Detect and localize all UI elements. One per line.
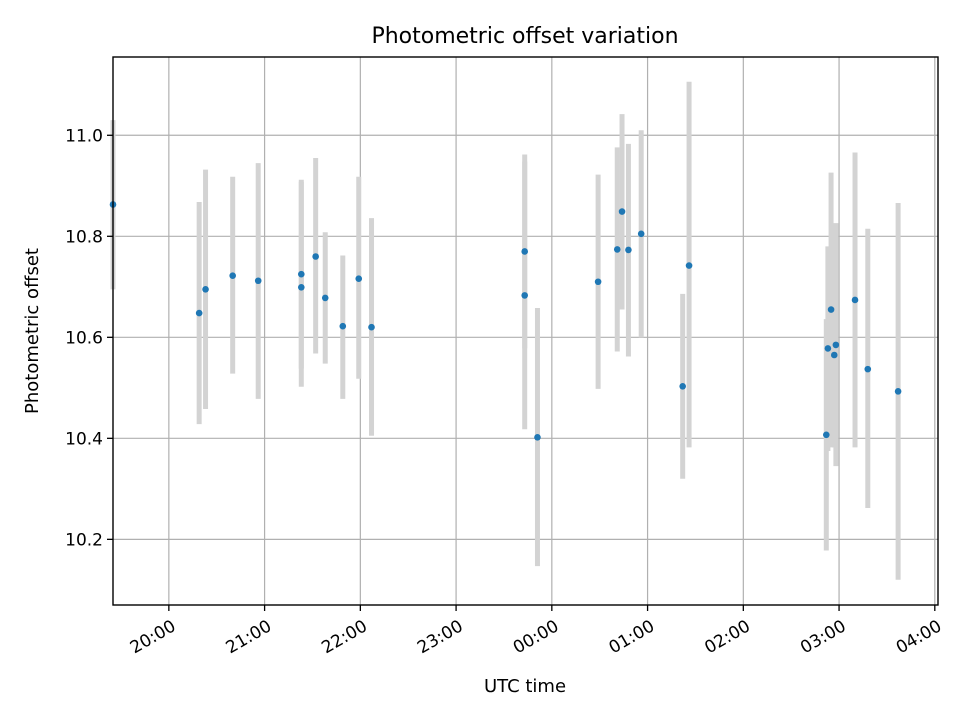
x-tick-label: 03:00 <box>797 616 849 658</box>
x-tick-label: 04:00 <box>893 616 945 658</box>
data-point <box>625 246 632 254</box>
data-point <box>521 248 529 255</box>
x-tick-label: 21:00 <box>223 616 275 658</box>
data-point <box>613 246 621 253</box>
plot-frame <box>112 56 939 606</box>
data-point <box>312 253 319 260</box>
data-point <box>894 388 902 395</box>
data-point <box>195 309 203 317</box>
data-point <box>321 294 329 302</box>
chart-title: Photometric offset variation <box>371 24 678 49</box>
data-point <box>637 230 645 238</box>
data-point <box>864 365 872 373</box>
data-point <box>202 286 209 293</box>
x-tick-label: 20:00 <box>127 616 179 658</box>
data-point <box>851 296 859 304</box>
data-point <box>297 270 305 278</box>
x-axis-label: UTC time <box>484 676 566 697</box>
y-tick-label: 10.6 <box>65 328 103 348</box>
data-point <box>339 322 347 330</box>
x-tick-label: 02:00 <box>701 616 753 658</box>
x-tick-label: 23:00 <box>414 616 466 658</box>
data-point <box>832 341 840 349</box>
errorbar-layer <box>110 81 901 580</box>
data-point <box>254 277 262 285</box>
data-point <box>534 434 541 441</box>
point-layer <box>109 201 902 441</box>
data-point <box>521 292 529 299</box>
x-tick-label: 00:00 <box>510 616 562 658</box>
data-point <box>827 306 835 313</box>
data-point <box>679 383 686 390</box>
data-point <box>685 262 693 269</box>
x-tick-label: 01:00 <box>606 616 658 658</box>
data-point <box>830 351 838 359</box>
data-point <box>368 323 375 331</box>
x-tick-label: 22:00 <box>318 616 370 658</box>
y-axis-label: Photometric offset <box>22 248 43 414</box>
data-point <box>297 284 305 291</box>
y-tick-label: 10.8 <box>65 227 103 247</box>
data-point <box>618 208 626 215</box>
data-point <box>229 272 236 279</box>
y-tick-label: 11.0 <box>65 126 103 146</box>
y-tick-label: 10.2 <box>65 530 103 550</box>
data-point <box>824 345 832 352</box>
data-point <box>822 431 830 439</box>
y-tick-label: 10.4 <box>65 429 103 449</box>
data-point <box>594 278 602 286</box>
data-point <box>355 275 363 283</box>
